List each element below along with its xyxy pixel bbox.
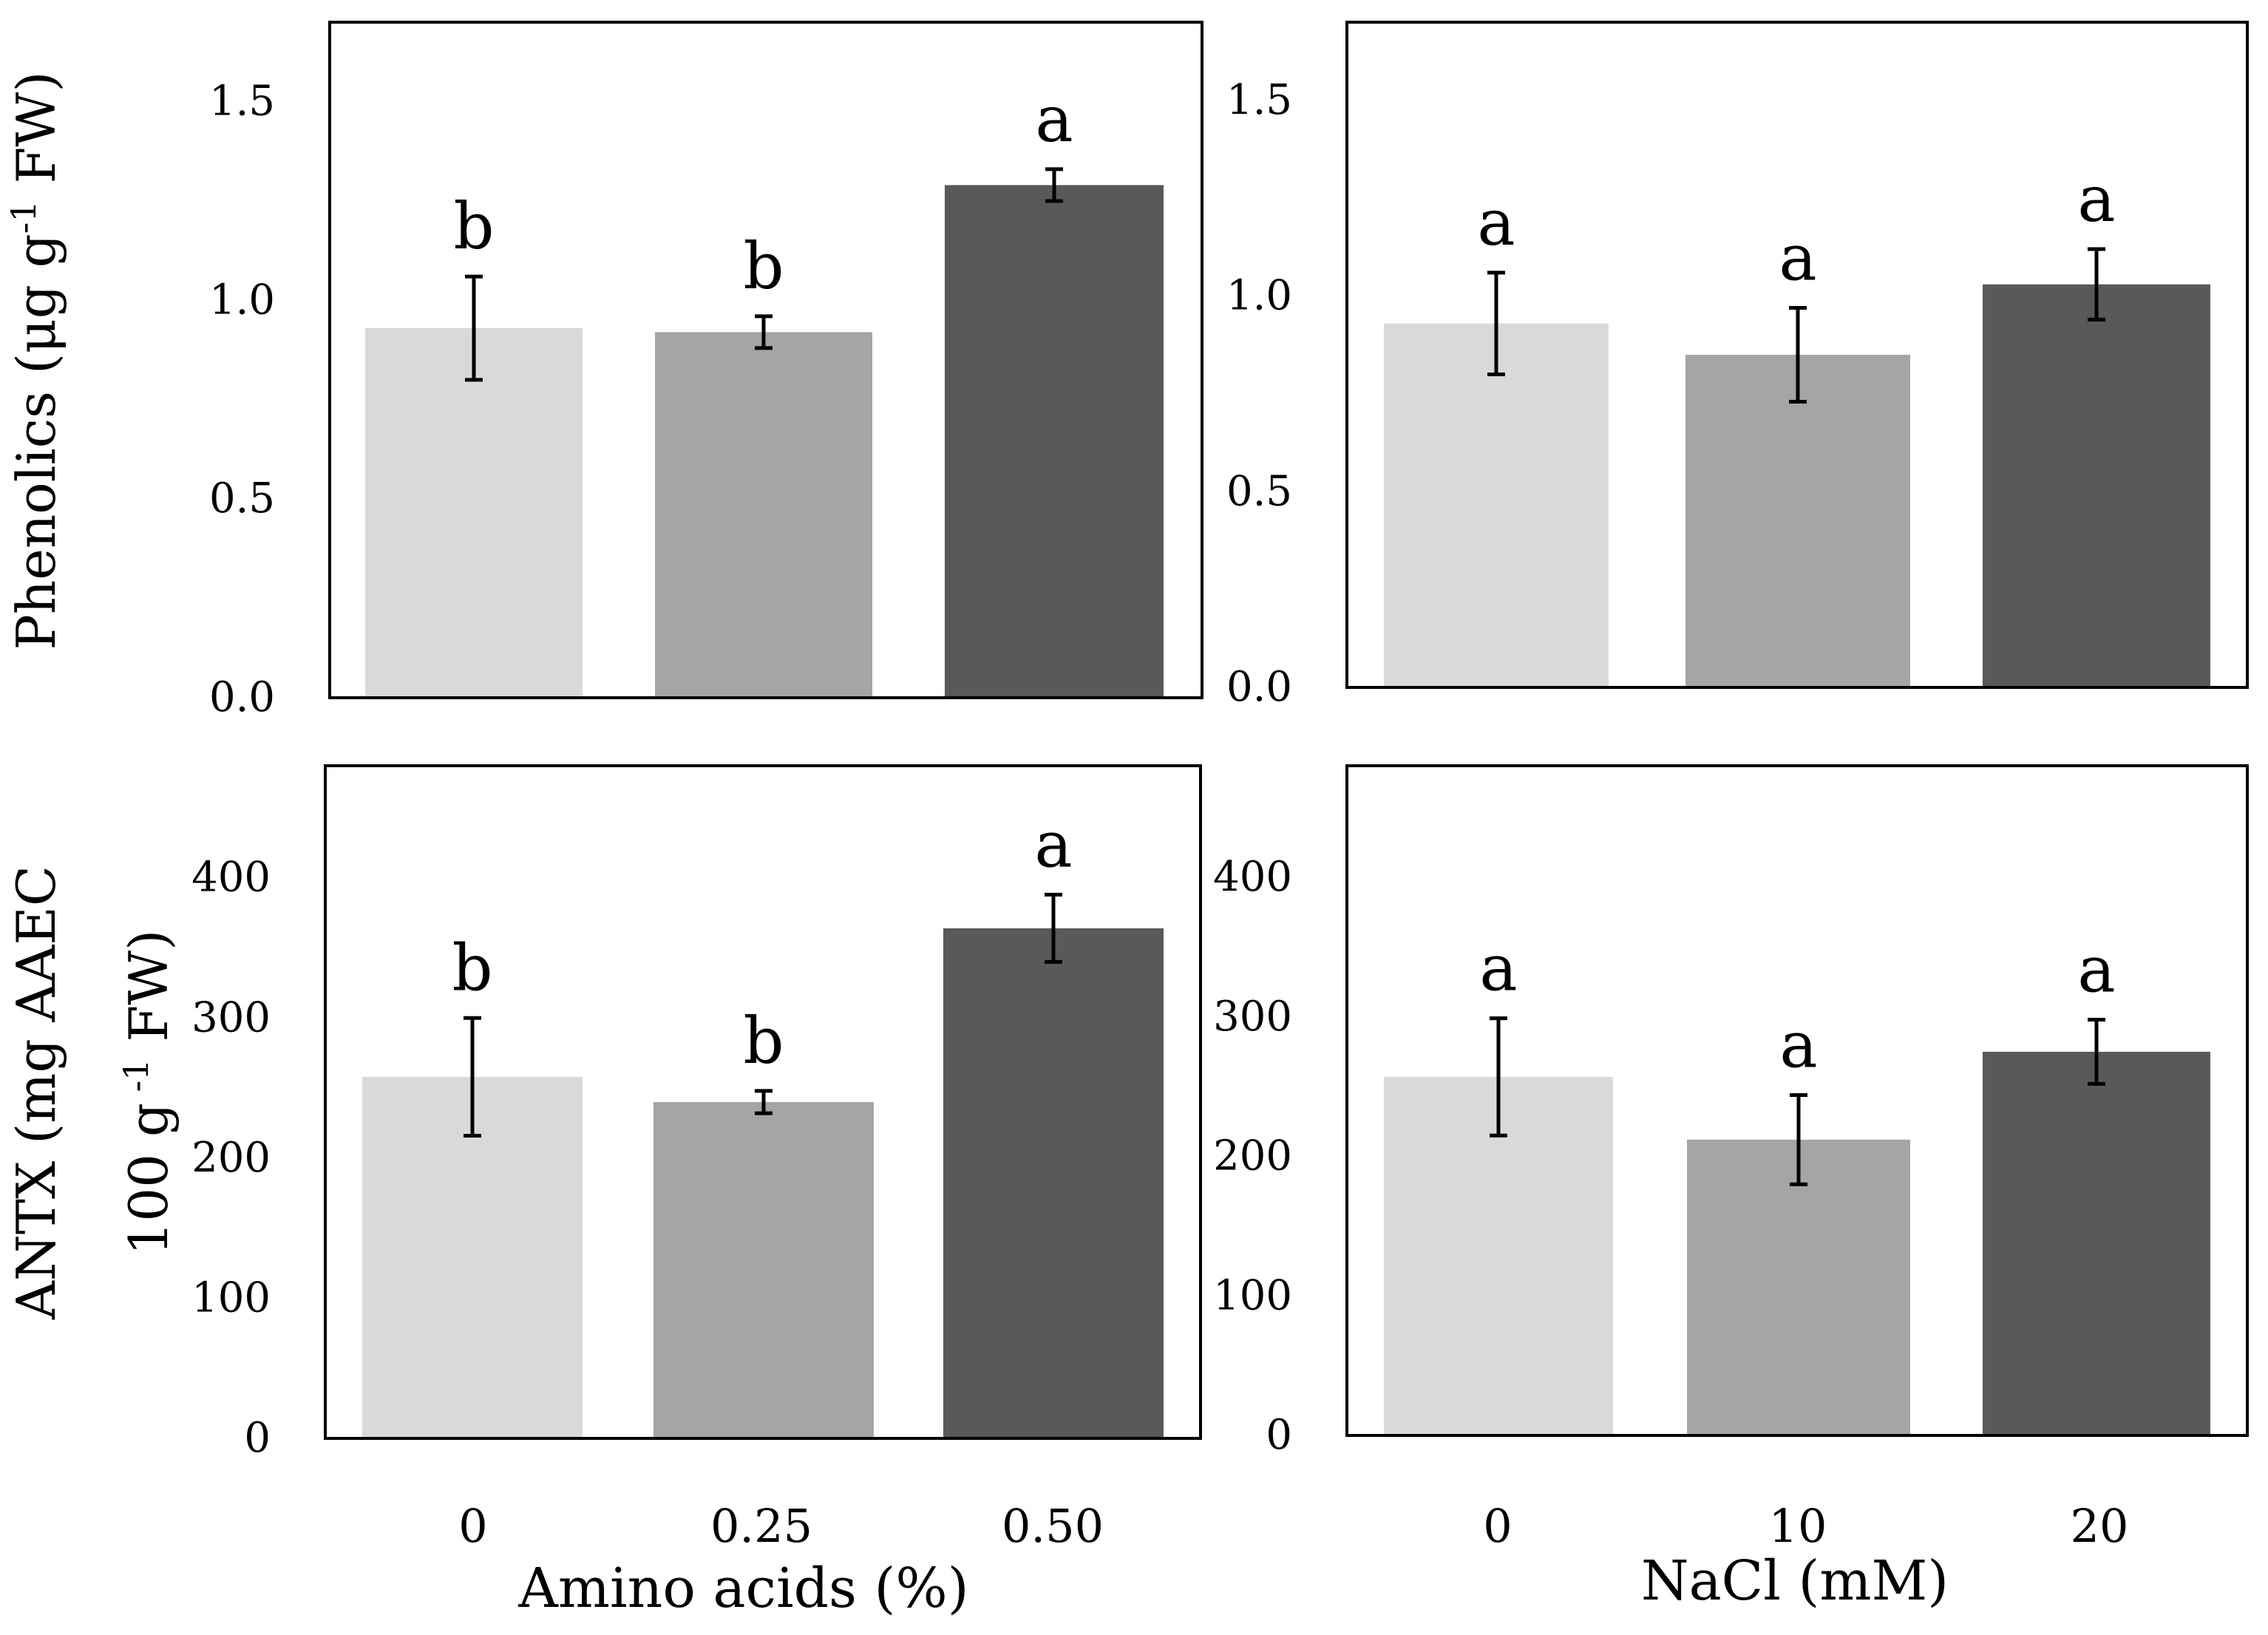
significance-label-top-left-0.25: b (743, 230, 784, 304)
ylabel-antx-line1: ANTX (mg AAEC (5, 866, 67, 1320)
ylabel-antx-line2: 100 g -1 FW) (116, 930, 180, 1256)
significance-label-top-right-20: a (2077, 163, 2115, 237)
bar-bottom-right-20 (1983, 1051, 2210, 1435)
ylabel-phenolics: Phenolics (μg g-1 FW) (4, 71, 67, 650)
significance-label-bottom-left-0: b (452, 931, 492, 1005)
xlabel-amino-acids: Amino acids (%) (517, 1557, 968, 1620)
ytick-label-top-left: 0.0 (209, 673, 275, 721)
bar-top-right-20 (1983, 284, 2210, 687)
xticks-amino-acids: 0 0.25 0.50 (458, 1499, 1104, 1553)
xtick-label-left-0.50: 0.50 (1002, 1499, 1104, 1553)
xtick-label-left-0: 0 (458, 1499, 487, 1553)
bar-bottom-left-0.50 (943, 928, 1164, 1438)
significance-label-top-right-0: a (1477, 186, 1515, 260)
ytick-label-bottom-left: 400 (191, 854, 271, 902)
ytick-label-bottom-right: 100 (1213, 1271, 1292, 1319)
ytick-label-bottom-right: 300 (1213, 993, 1292, 1041)
ytick-label-top-right: 0.5 (1226, 467, 1292, 515)
plot-frame-top-left (328, 21, 1203, 699)
xtick-label-right-10: 10 (1769, 1499, 1827, 1553)
bar-top-left-0.25 (655, 332, 872, 698)
bar-bottom-left-0.25 (653, 1102, 874, 1438)
ytick-label-top-left: 0.5 (209, 475, 275, 523)
panel-antx-amino-acids: b b a 0 100 200 300 400 (191, 764, 1202, 1462)
panel-phenolics-nacl: a a a 0.0 0.5 1.0 1.5 (1226, 21, 2249, 711)
significance-label-bottom-left-0.50: a (1034, 808, 1072, 882)
bar-bottom-right-10 (1687, 1139, 1910, 1435)
ytick-label-bottom-left: 0 (244, 1414, 271, 1462)
plot-frame-bottom-left (324, 764, 1202, 1440)
panel-antx-nacl: a a a 0 100 200 300 400 (1213, 764, 2249, 1459)
bar-top-right-10 (1685, 355, 1910, 687)
bar-top-left-0 (365, 327, 583, 698)
plot-frame-bottom-right (1345, 764, 2249, 1437)
ytick-label-bottom-left: 200 (191, 1134, 271, 1182)
significance-label-bottom-left-0.25: b (743, 1005, 784, 1078)
significance-label-bottom-right-0: a (1479, 932, 1517, 1006)
ytick-label-top-left: 1.0 (209, 276, 275, 324)
significance-label-top-right-10: a (1779, 221, 1816, 295)
xtick-label-right-20: 20 (2071, 1499, 2129, 1553)
ytick-label-top-left: 1.5 (209, 78, 275, 126)
ytick-label-bottom-right: 400 (1213, 853, 1292, 901)
significance-label-bottom-right-20: a (2077, 934, 2115, 1007)
ytick-label-bottom-left: 300 (191, 993, 271, 1041)
xtick-label-right-0: 0 (1483, 1499, 1512, 1553)
significance-label-top-left-0: b (453, 190, 494, 264)
ytick-label-bottom-right: 200 (1213, 1132, 1292, 1180)
ytick-label-bottom-left: 100 (191, 1274, 271, 1322)
xtick-label-left-0.25: 0.25 (710, 1499, 812, 1553)
significance-label-top-left-0.50: a (1035, 83, 1073, 157)
bar-top-right-0 (1384, 323, 1609, 687)
plot-frame-top-right (1345, 21, 2249, 689)
panel-phenolics-amino-acids: b b a 0.0 0.5 1.0 1.5 (209, 21, 1203, 721)
ytick-label-top-right: 1.5 (1226, 76, 1292, 124)
xlabel-nacl: NaCl (mM) (1641, 1549, 1949, 1613)
ytick-label-top-right: 0.0 (1226, 663, 1292, 711)
significance-label-bottom-right-10: a (1779, 1008, 1817, 1082)
xticks-nacl: 0 10 20 (1483, 1499, 2128, 1553)
ytick-label-bottom-right: 0 (1266, 1411, 1292, 1459)
ytick-label-top-right: 1.0 (1226, 272, 1292, 320)
bar-top-left-0.50 (945, 185, 1164, 698)
